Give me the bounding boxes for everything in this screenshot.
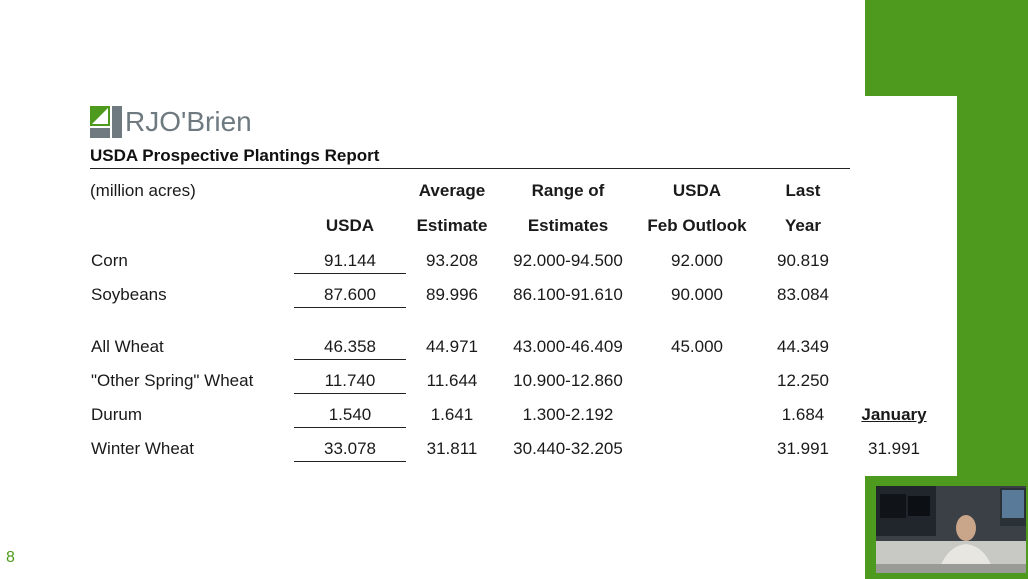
logo-text: RJO'Brien	[125, 106, 252, 137]
january-value: 31.991	[868, 439, 920, 458]
header-feb-usda: USDA	[672, 181, 722, 200]
usda-value: 11.740	[294, 371, 406, 394]
row-label: "Other Spring" Wheat	[91, 371, 254, 390]
header-last: Last	[785, 181, 821, 200]
usda-value: 87.600	[294, 285, 406, 308]
units-label: (million acres)	[90, 181, 196, 200]
avg-value: 1.641	[430, 405, 474, 424]
row-label: Soybeans	[91, 285, 167, 304]
usda-value: 91.144	[294, 251, 406, 274]
row-label: Winter Wheat	[91, 439, 194, 458]
report-title: USDA Prospective Plantings Report	[90, 146, 380, 165]
avg-value: 89.996	[426, 285, 478, 304]
avg-value: 31.811	[426, 439, 478, 458]
usda-value: 33.078	[294, 439, 406, 462]
green-accent-bar	[865, 0, 1028, 96]
page-number: 8	[6, 549, 15, 566]
header-usda: USDA	[325, 216, 375, 235]
usda-value: 1.540	[294, 405, 406, 428]
last-year-value: 12.250	[777, 371, 829, 390]
feb-value: 45.000	[671, 337, 723, 356]
range-value: 43.000-46.409	[513, 337, 623, 356]
last-year-value: 31.991	[777, 439, 829, 458]
header-january: January	[861, 405, 927, 424]
green-side-bar	[957, 96, 1028, 476]
last-year-value: 83.084	[777, 285, 829, 304]
range-value: 1.300-2.192	[522, 405, 614, 424]
last-year-value: 44.349	[777, 337, 829, 356]
avg-value: 44.971	[426, 337, 478, 356]
header-estimate: Estimate	[416, 216, 488, 235]
range-value: 92.000-94.500	[513, 251, 623, 270]
feb-value: 90.000	[671, 285, 723, 304]
range-value: 86.100-91.610	[513, 285, 623, 304]
row-label: Corn	[91, 251, 128, 270]
header-feb-outlook: Feb Outlook	[647, 216, 747, 235]
header-year: Year	[785, 216, 821, 235]
feb-value: 92.000	[671, 251, 723, 270]
usda-value: 46.358	[294, 337, 406, 360]
avg-value: 93.208	[426, 251, 478, 270]
range-value: 10.900-12.860	[513, 371, 623, 390]
row-label: Durum	[91, 405, 143, 424]
logo-mark-icon	[90, 106, 122, 138]
last-year-value: 1.684	[781, 405, 825, 424]
rjobrien-logo: RJO'Brien	[90, 106, 252, 138]
header-range-of: Range of	[531, 181, 605, 200]
title-divider	[90, 168, 850, 169]
avg-value: 11.644	[426, 371, 478, 390]
header-estimates: Estimates	[527, 216, 609, 235]
webcam-overlay	[876, 486, 1026, 573]
last-year-value: 90.819	[777, 251, 829, 270]
header-average: Average	[418, 181, 486, 200]
slide: RJO'Brien USDA Prospective Plantings Rep…	[6, 106, 927, 566]
range-value: 30.440-32.205	[513, 439, 623, 458]
row-label: All Wheat	[91, 337, 164, 356]
